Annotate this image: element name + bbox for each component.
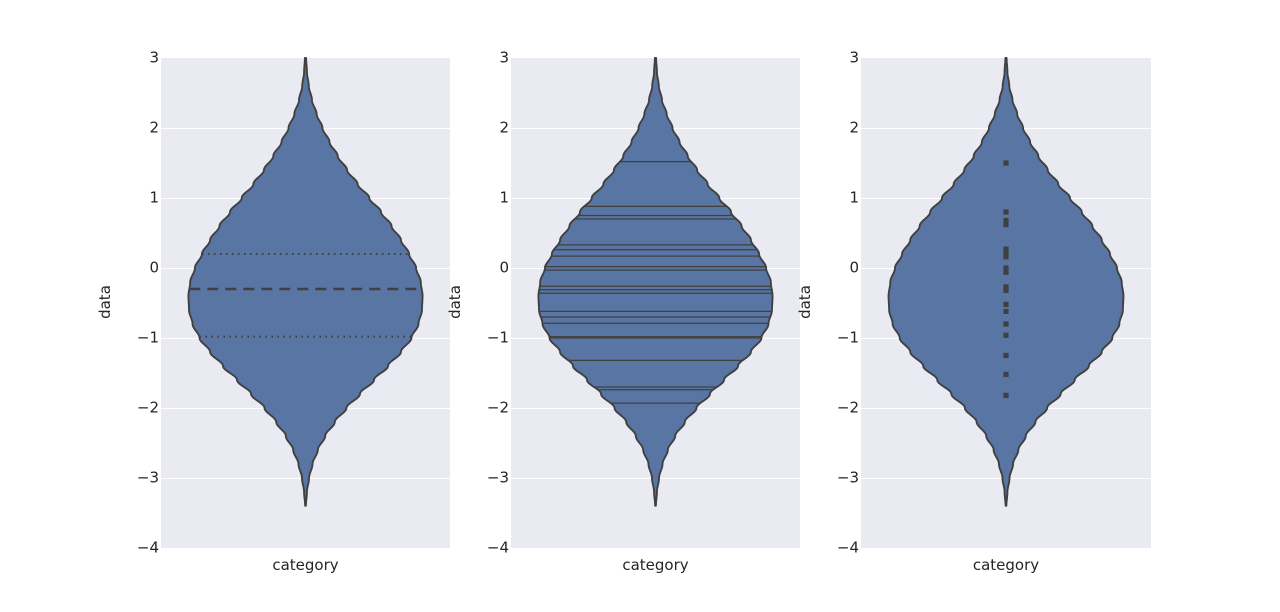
y-tick-label: −4 — [136, 538, 159, 557]
point-marker — [1003, 209, 1009, 215]
point-marker — [1003, 251, 1009, 257]
panel-stick[interactable] — [511, 57, 800, 548]
violin-outline — [187, 57, 424, 507]
violin-body — [187, 57, 424, 507]
y-tick-label: 0 — [149, 258, 159, 277]
y-axis-label-panel-1: data — [96, 285, 114, 319]
point-marker — [1003, 222, 1009, 228]
point-marker — [1003, 352, 1009, 359]
y-axis-label-panel-3: data — [796, 285, 814, 319]
y-tick-label: −4 — [486, 538, 509, 557]
y-tick-label: −2 — [486, 398, 509, 417]
y-axis-ticks-panel-3: 3 2 1 0 −1 −2 −3 −4 — [813, 50, 859, 555]
y-tick-label: −1 — [136, 328, 159, 347]
point-marker — [1003, 321, 1009, 327]
point-marker — [1003, 392, 1009, 398]
y-tick-label: −3 — [486, 468, 509, 487]
x-axis-label-panel-1: category — [272, 556, 339, 574]
y-tick-label: 0 — [499, 258, 509, 277]
violin-body — [887, 57, 1125, 507]
x-axis-label-panel-3: category — [972, 556, 1040, 574]
y-tick-label: 3 — [849, 48, 859, 67]
y-tick-label: −4 — [836, 538, 859, 557]
point-marker — [1003, 246, 1009, 252]
point-marker — [1003, 287, 1009, 293]
y-tick-label: 1 — [149, 188, 159, 207]
y-tick-label: 2 — [849, 118, 859, 137]
y-tick-label: −1 — [836, 328, 859, 347]
point-marker — [1003, 217, 1009, 223]
violin-body — [537, 57, 774, 507]
y-tick-label: 0 — [849, 258, 859, 277]
violin-outline — [537, 57, 774, 507]
y-tick-label: −1 — [486, 328, 509, 347]
point-marker — [1003, 371, 1009, 377]
y-tick-label: 2 — [149, 118, 159, 137]
x-axis-label-panel-2: category — [622, 556, 689, 574]
y-tick-label: 1 — [849, 188, 859, 207]
panel-point[interactable] — [861, 57, 1151, 548]
y-tick-label: 3 — [499, 48, 509, 67]
y-tick-label: −3 — [836, 468, 859, 487]
point-marker — [1003, 265, 1009, 271]
panel-quartile[interactable] — [161, 57, 450, 548]
y-tick-label: −2 — [836, 398, 859, 417]
point-marker — [1003, 269, 1009, 275]
y-tick-label: 1 — [499, 188, 509, 207]
point-marker — [1003, 160, 1009, 166]
y-tick-label: 2 — [499, 118, 509, 137]
point-marker — [1003, 254, 1009, 260]
y-tick-label: −2 — [136, 398, 159, 417]
point-marker — [1003, 332, 1009, 338]
point-marker — [1003, 308, 1009, 314]
y-tick-label: −3 — [136, 468, 159, 487]
point-marker — [1003, 301, 1009, 307]
point-marker — [1003, 284, 1009, 290]
y-tick-label: 3 — [149, 48, 159, 67]
y-axis-label-panel-2: data — [446, 285, 464, 319]
violin-outline — [887, 57, 1125, 507]
y-axis-ticks-panel-2: 3 2 1 0 −1 −2 −3 −4 — [463, 50, 509, 555]
y-axis-ticks-panel-1: 3 2 1 0 −1 −2 −3 −4 — [113, 50, 159, 555]
